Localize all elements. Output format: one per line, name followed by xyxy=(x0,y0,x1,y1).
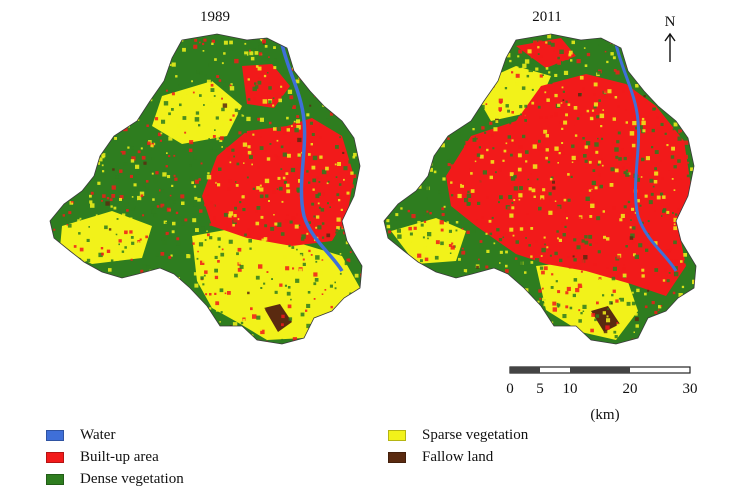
built-up-region xyxy=(516,38,576,68)
legend-label: Sparse vegetation xyxy=(422,426,529,443)
land-cover-map-2011 xyxy=(376,26,706,356)
river-water xyxy=(280,43,344,272)
land-cover-map-1989 xyxy=(42,26,372,356)
legend-item-fallow-land: Fallow land xyxy=(388,446,528,468)
legend-label: Water xyxy=(80,426,116,443)
scale-tick-label: 0 xyxy=(506,381,514,397)
scale-bar-segment xyxy=(570,367,630,373)
legend-right-column: Sparse vegetation Fallow land xyxy=(388,424,528,468)
scale-bar: 0 5 10 20 30 (km) xyxy=(505,362,705,432)
land-cover-map-1989-graphic xyxy=(49,33,363,345)
scale-bar-segment xyxy=(510,367,540,373)
legend-item-dense-vegetation: Dense vegetation xyxy=(46,468,184,490)
legend-label: Dense vegetation xyxy=(80,470,184,487)
fallow-land-region xyxy=(264,304,292,332)
legend-left-column: Water Built-up area Dense vegetation xyxy=(46,424,184,490)
scale-tick-label: 5 xyxy=(536,381,544,397)
scale-bar-graphic xyxy=(509,366,691,374)
legend-swatch xyxy=(46,473,64,485)
legend-swatch xyxy=(388,429,406,441)
legend-label: Fallow land xyxy=(422,448,494,465)
north-label: N xyxy=(664,14,676,30)
legend-swatch xyxy=(46,451,64,463)
built-up-region xyxy=(202,118,354,246)
river-water xyxy=(614,43,678,272)
scale-tick-label: 30 xyxy=(682,381,698,397)
sparse-vegetation-region xyxy=(192,226,360,340)
fallow-land-region xyxy=(591,306,620,332)
north-arrow: N xyxy=(658,14,682,62)
map-title-2011: 2011 xyxy=(532,9,562,25)
scale-tick-label: 20 xyxy=(622,381,638,397)
legend-label: Built-up area xyxy=(80,448,159,465)
legend-swatch xyxy=(388,451,406,463)
legend-item-built-up: Built-up area xyxy=(46,446,184,468)
scale-tick-label: 10 xyxy=(562,381,578,397)
land-cover-map-2011-graphic xyxy=(383,33,697,345)
legend-swatch xyxy=(46,429,64,441)
legend-item-sparse-vegetation: Sparse vegetation xyxy=(388,424,528,446)
scale-unit-label: (km) xyxy=(590,407,620,423)
map-title-1989: 1989 xyxy=(200,9,230,25)
built-up-region xyxy=(446,74,691,296)
north-arrow-icon xyxy=(664,32,676,62)
legend-item-water: Water xyxy=(46,424,184,446)
